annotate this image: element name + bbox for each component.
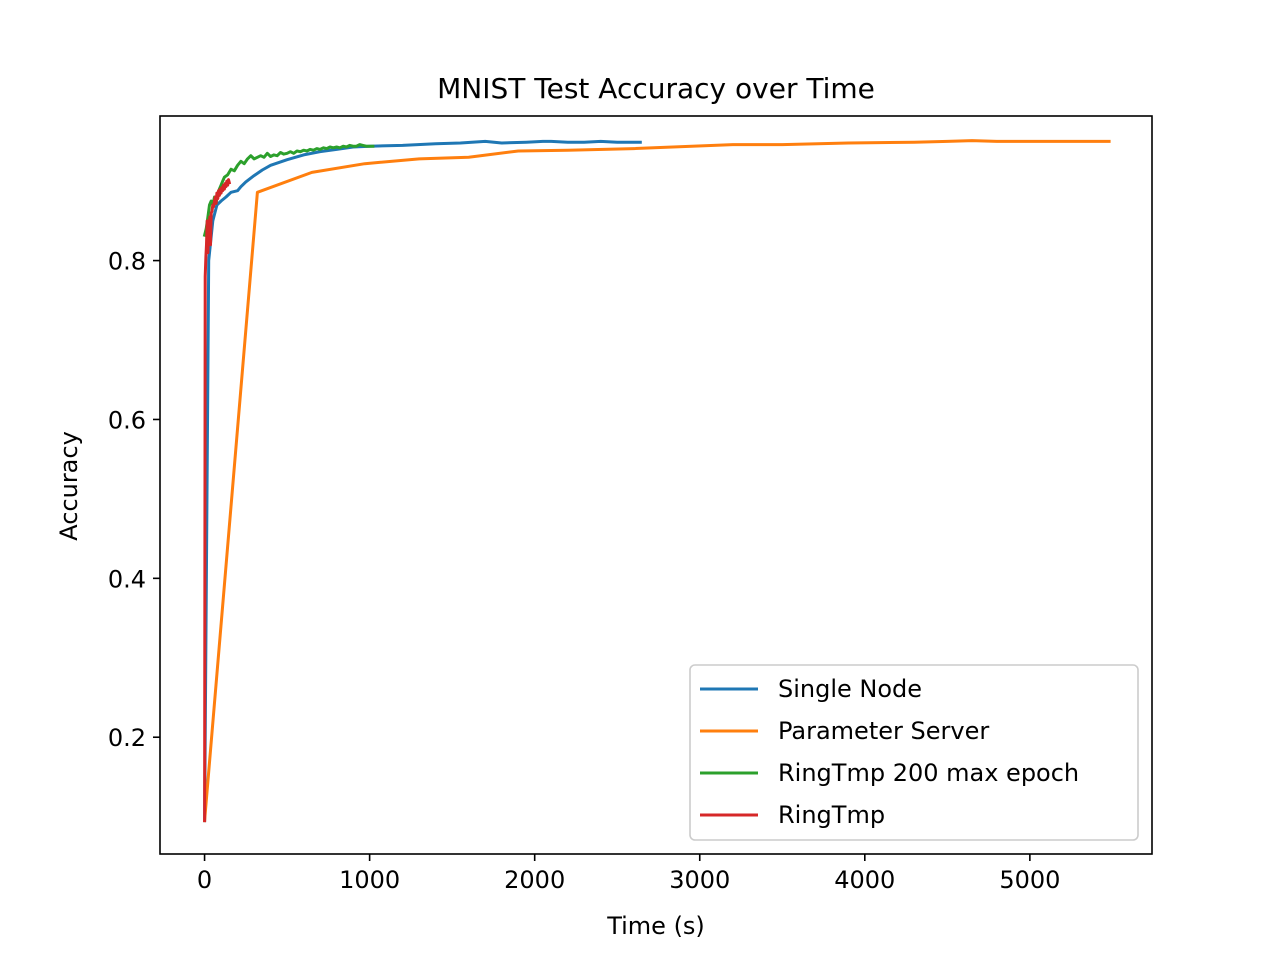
x-tick-label: 0 [197, 866, 212, 894]
legend-label-ringtmp-200-max-epoch: RingTmp 200 max epoch [778, 759, 1079, 787]
x-tick-label: 4000 [834, 866, 895, 894]
legend: Single Node Parameter Server RingTmp 200 m… [689, 664, 1139, 841]
legend-label-ringtmp: RingTmp [778, 801, 885, 829]
x-tick-label: 2000 [504, 866, 565, 894]
plot-frame [159, 115, 1153, 855]
y-tick-label: 0.2 [108, 724, 146, 752]
x-axis: 0 1000 2000 3000 4000 5000 [197, 854, 1060, 894]
x-axis-label: Time (s) [606, 912, 705, 940]
legend-label-parameter-server: Parameter Server [778, 717, 989, 745]
y-tick-label: 0.8 [108, 248, 146, 276]
x-tick-label: 5000 [999, 866, 1060, 894]
y-tick-label: 0.4 [108, 565, 146, 593]
y-tick-label: 0.6 [108, 406, 146, 434]
x-tick-label: 3000 [669, 866, 730, 894]
series-line-parameter-server [202, 139, 1111, 823]
y-axis-label: Accuracy [55, 431, 83, 541]
chart-title: MNIST Test Accuracy over Time [437, 72, 875, 105]
legend-items: Single Node Parameter Server RingTmp 200 m… [700, 675, 1079, 829]
y-axis: 0.2 0.4 0.6 0.8 [108, 248, 160, 752]
series-line-ringtmp [203, 178, 232, 823]
legend-frame [689, 664, 1139, 841]
series-line-single-node [203, 139, 642, 823]
legend-label-single-node: Single Node [778, 675, 922, 703]
series-line-ringtmp-200-max-epoch [202, 143, 375, 238]
x-tick-label: 1000 [339, 866, 400, 894]
series-layer [202, 139, 1111, 823]
plot-area [202, 139, 1111, 823]
